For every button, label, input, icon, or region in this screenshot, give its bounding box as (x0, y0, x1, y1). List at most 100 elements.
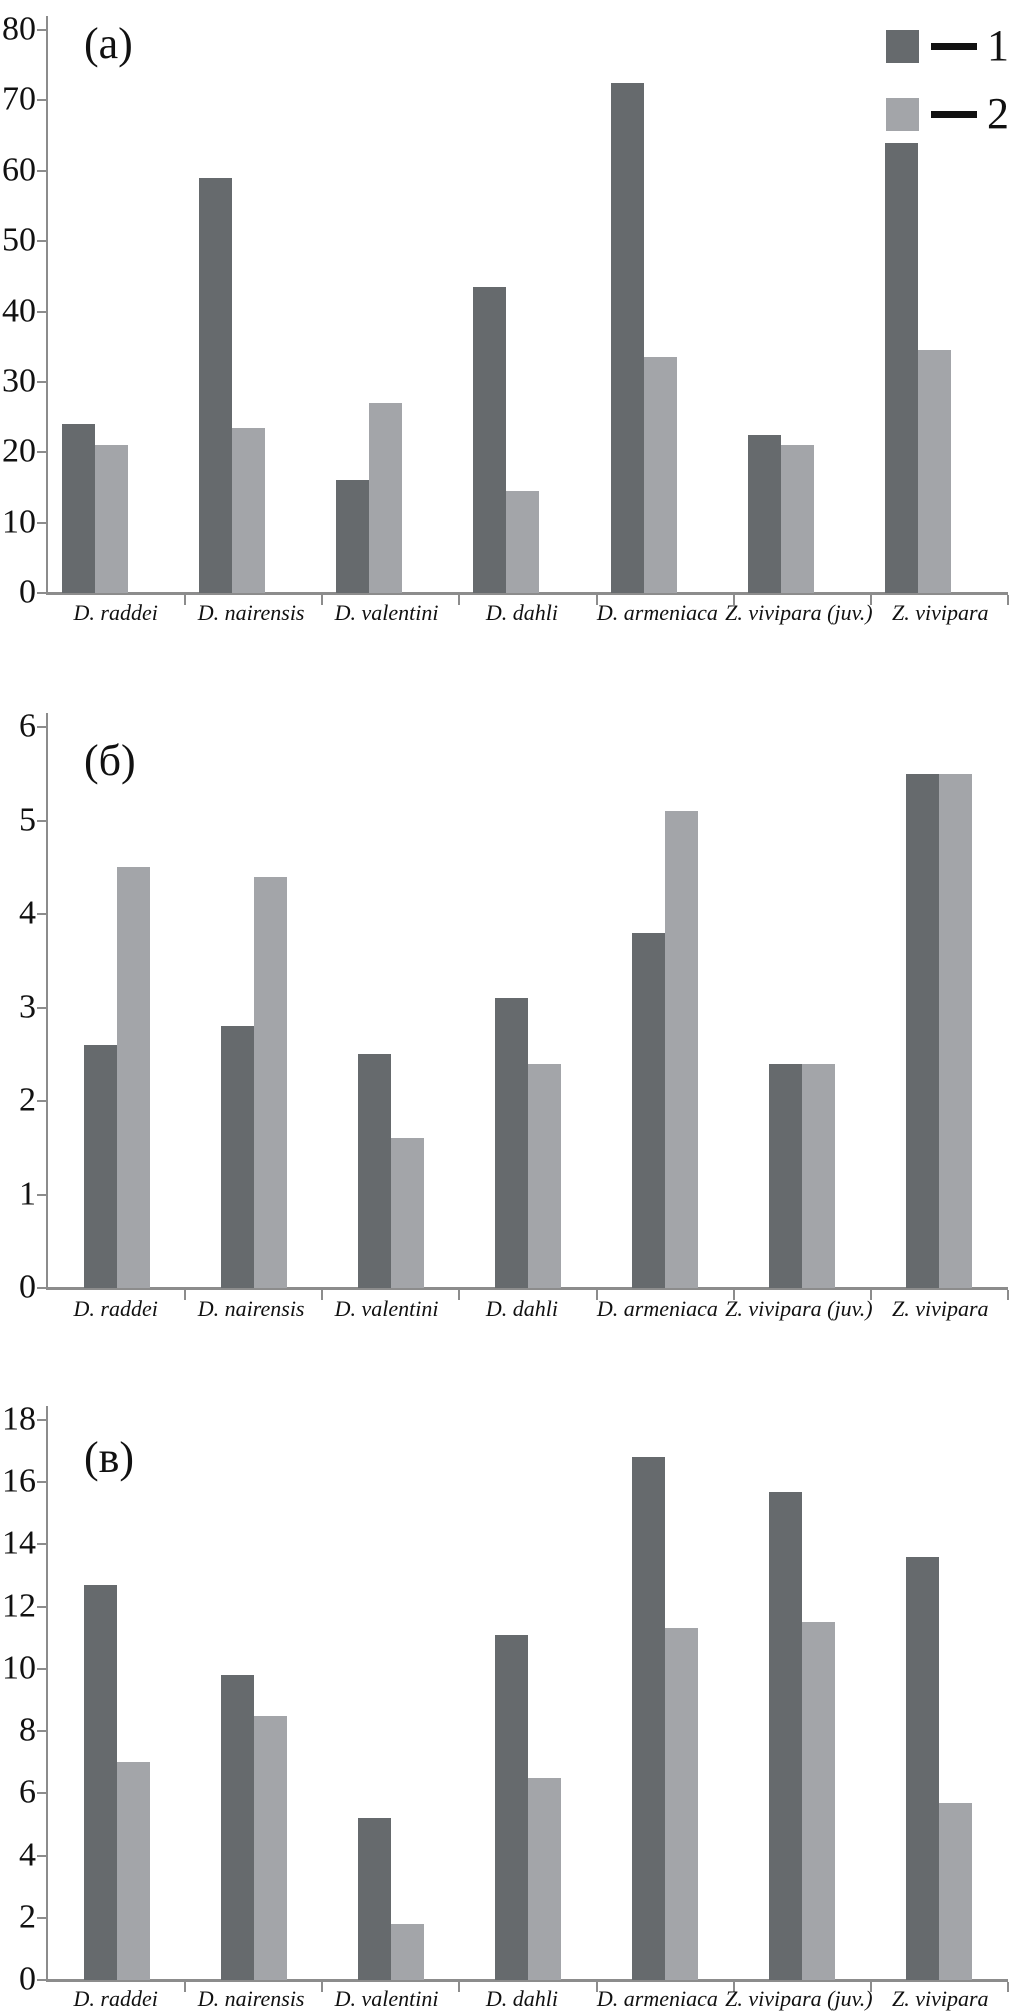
legend-swatch-series-1 (886, 29, 919, 63)
x-tick (458, 1290, 461, 1300)
x-tick (458, 595, 461, 605)
x-category-label: D. dahli (485, 1986, 559, 2011)
legend-item-series-2: 2 (886, 92, 1009, 136)
x-tick (321, 595, 324, 605)
x-tick (184, 1982, 187, 1992)
x-category-label: Z. vivipara (juv.) (725, 1296, 873, 1321)
y-tick (37, 1667, 46, 1670)
x-tick (595, 1290, 598, 1300)
y-tick (37, 592, 46, 594)
legend-swatch-series-2 (886, 97, 919, 131)
x-category-label: D. armeniaca (596, 1296, 718, 1321)
y-tick-label: 6 (19, 1773, 36, 1811)
y-tick-label: 2 (19, 1081, 36, 1119)
bar-series1-d-valentini (336, 480, 370, 593)
legend-item-series-1: 1 (886, 24, 1009, 68)
x-category-label: D. nairensis (197, 600, 305, 625)
x-tick (869, 595, 872, 605)
bar-series2-d-valentini (390, 1924, 424, 1980)
y-tick-label: 60 (2, 151, 36, 189)
panel-a-label: (а) (84, 19, 133, 68)
x-tick (1007, 1290, 1009, 1300)
x-category-label: D. nairensis (197, 1296, 305, 1321)
panel-c-label: (в) (84, 1433, 135, 1482)
bar-series1-d-armeniaca (632, 932, 666, 1288)
x-tick (732, 1290, 735, 1300)
bar-series2-z-vivipara (939, 773, 973, 1288)
x-category-label: D. dahli (485, 600, 559, 625)
y-tick (37, 240, 46, 243)
bar-series2-d-raddei (116, 867, 150, 1288)
bar-series1-d-raddei (83, 1044, 117, 1288)
y-tick (37, 1792, 46, 1795)
y-tick-label: 4 (19, 894, 36, 932)
x-tick (321, 1982, 324, 1992)
bar-series2-d-valentini (369, 403, 403, 593)
y-tick (37, 1543, 46, 1546)
y-tick-label: 40 (2, 291, 36, 329)
y-tick (37, 1916, 46, 1919)
x-tick (321, 1290, 324, 1300)
bar-series2-d-dahli (528, 1063, 561, 1288)
bar-series2-d-raddei (116, 1762, 150, 1980)
y-tick (37, 726, 46, 728)
y-tick (37, 1100, 46, 1102)
bar-series2-d-nairensis (253, 1715, 287, 1980)
x-category-label: D. valentini (334, 600, 439, 625)
x-tick (458, 1982, 461, 1992)
y-tick (37, 169, 46, 172)
y-tick-label: 6 (19, 707, 36, 745)
bar-series1-d-valentini (357, 1818, 391, 1980)
bar-series1-d-dahli (473, 286, 507, 593)
bar-series2-d-dahli (528, 1777, 561, 1980)
y-tick-label: 0 (19, 573, 36, 611)
panel-a-y-axis (46, 16, 48, 594)
y-tick-label: 80 (2, 10, 36, 48)
bar-series2-z-vivipara-juv (780, 445, 814, 593)
bar-series1-z-vivipara-juv (769, 1491, 803, 1980)
y-tick (37, 1605, 46, 1608)
y-tick-label: 18 (2, 1400, 36, 1438)
bar-series1-z-vivipara-juv (769, 1063, 803, 1288)
y-tick (37, 1193, 46, 1196)
bar-series1-d-nairensis (199, 177, 233, 593)
bar-series2-z-vivipara-juv (802, 1063, 836, 1288)
y-tick (37, 1854, 46, 1857)
y-tick-label: 12 (2, 1586, 36, 1624)
panel-b-label: (б) (84, 736, 136, 785)
bar-series1-d-armeniaca (610, 82, 644, 593)
bar-series2-d-nairensis (232, 427, 266, 593)
y-tick (37, 1481, 46, 1484)
y-tick-label: 3 (19, 987, 36, 1025)
bar-series2-d-armeniaca (665, 1628, 699, 1980)
y-tick (37, 1419, 46, 1421)
y-tick (37, 99, 46, 102)
y-tick (37, 1287, 46, 1289)
panel-b-category-labels: D. raddei D. nairensis D. valentini D. dahl… (48, 1296, 1008, 1322)
y-tick-label: 5 (19, 800, 36, 838)
x-tick (732, 1982, 735, 1992)
bar-series2-z-vivipara (939, 1802, 973, 1980)
x-category-label: D. armeniaca (596, 600, 718, 625)
x-tick (869, 1290, 872, 1300)
panel-c-y-axis (46, 1406, 48, 1981)
y-tick-label: 14 (2, 1524, 36, 1562)
y-tick-label: 16 (2, 1462, 36, 1500)
y-tick-label: 8 (19, 1711, 36, 1749)
legend-dash-icon (931, 42, 977, 50)
x-tick (1007, 1982, 1009, 1992)
y-tick-label: 10 (2, 1649, 36, 1687)
bar-series2-d-valentini (390, 1138, 424, 1288)
panel-c-x-axis (46, 1979, 1008, 1982)
x-tick (184, 1290, 187, 1300)
y-tick-label: 2 (19, 1898, 36, 1936)
bar-series1-d-valentini (357, 1054, 391, 1288)
x-category-label: D. valentini (334, 1296, 439, 1321)
x-category-label: D. raddei (73, 600, 158, 625)
x-category-label: Z. vivipara (juv.) (725, 600, 873, 625)
panel-a-category-labels: D. raddei D. nairensis D. valentini D. dahl… (48, 600, 1008, 626)
bar-series1-d-dahli (495, 1634, 528, 1980)
panel-a-plot: (а) 1 2 0 10 20 30 40 50 60 70 80 (2, 12, 1009, 609)
bar-series2-d-dahli (506, 490, 540, 593)
bar-series2-d-armeniaca (643, 357, 677, 593)
